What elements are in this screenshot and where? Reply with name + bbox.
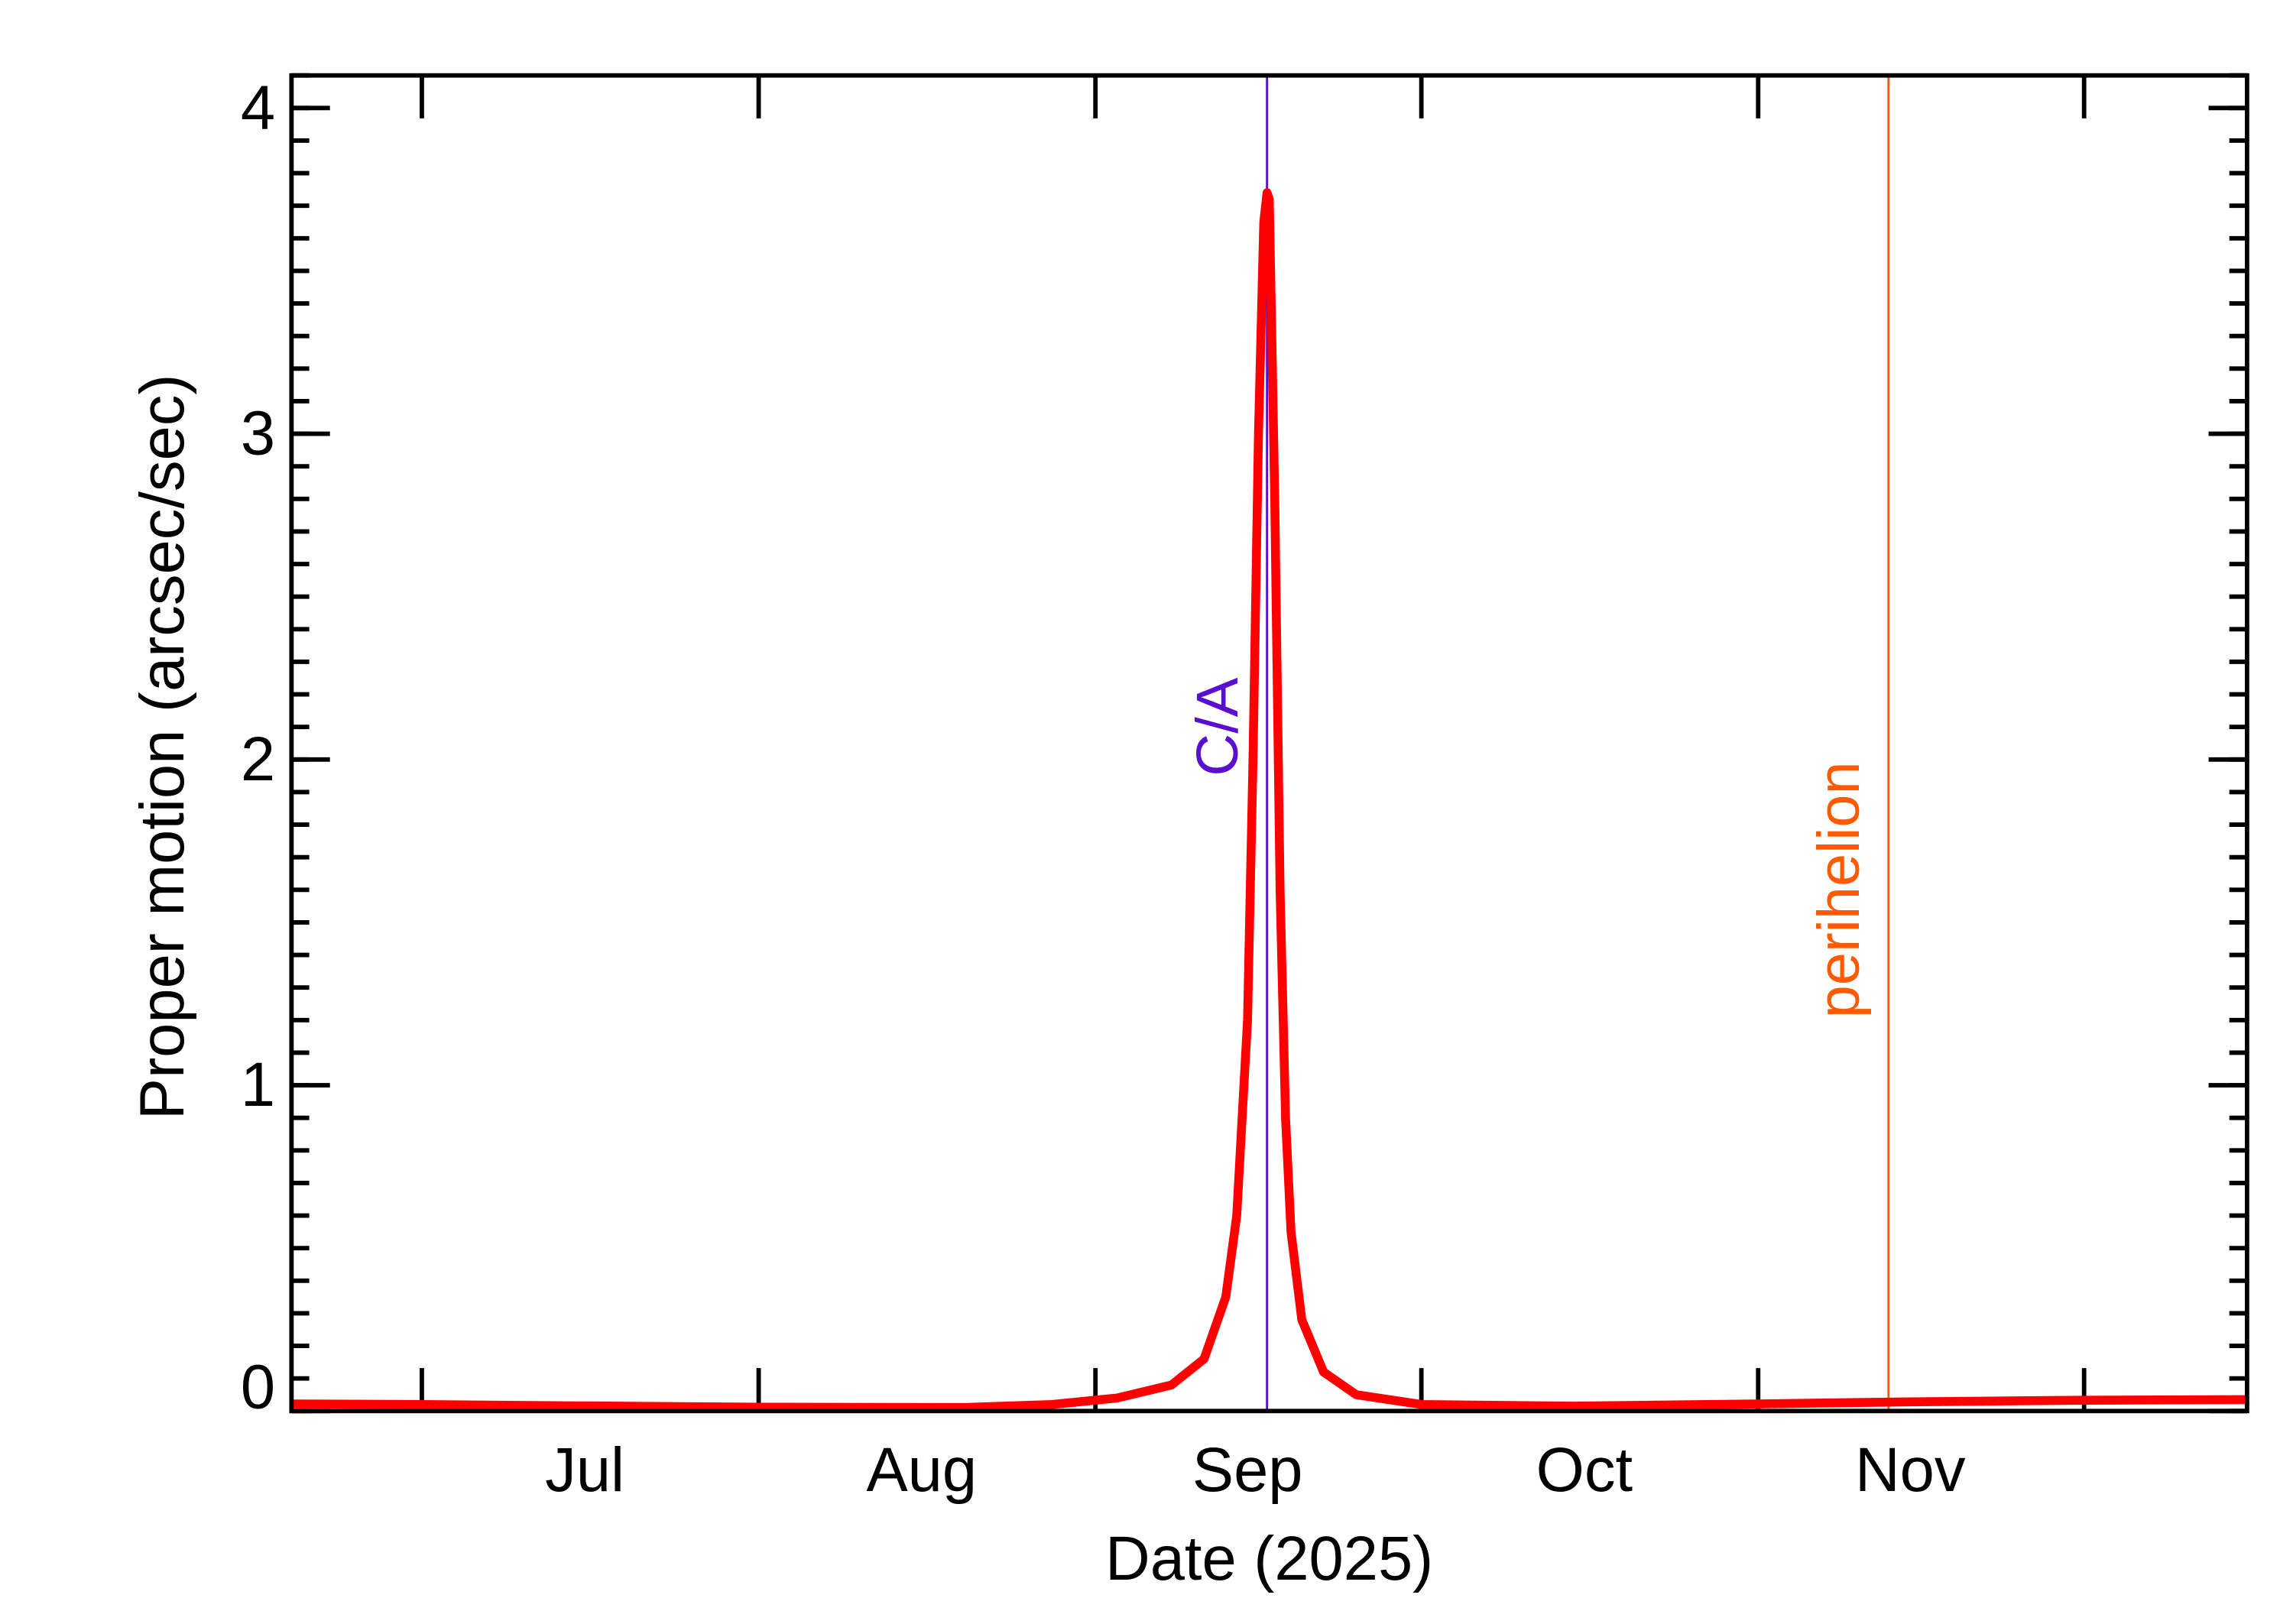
plot-frame bbox=[289, 73, 2249, 1414]
x-tick-label: Aug bbox=[866, 1435, 977, 1505]
x-tick-label: Oct bbox=[1536, 1435, 1633, 1505]
x-tick-label: Sep bbox=[1192, 1435, 1303, 1505]
annotation-label: C/A bbox=[1185, 677, 1250, 776]
series-line bbox=[291, 188, 2247, 1412]
x-axis-label: Date (2025) bbox=[1105, 1524, 1433, 1593]
y-tick-label: 4 bbox=[241, 73, 275, 142]
y-axis-label: Proper motion (arcsec/sec) bbox=[128, 374, 197, 1120]
y-tick-label: 3 bbox=[241, 399, 275, 468]
y-tick-label: 0 bbox=[241, 1352, 275, 1421]
x-tick-label: Nov bbox=[1855, 1435, 1966, 1505]
y-tick-label: 1 bbox=[241, 1050, 275, 1120]
y-tick-label: 2 bbox=[241, 724, 275, 794]
x-tick-label: Jul bbox=[545, 1435, 624, 1505]
annotation-label: perihelion bbox=[1806, 761, 1872, 1018]
